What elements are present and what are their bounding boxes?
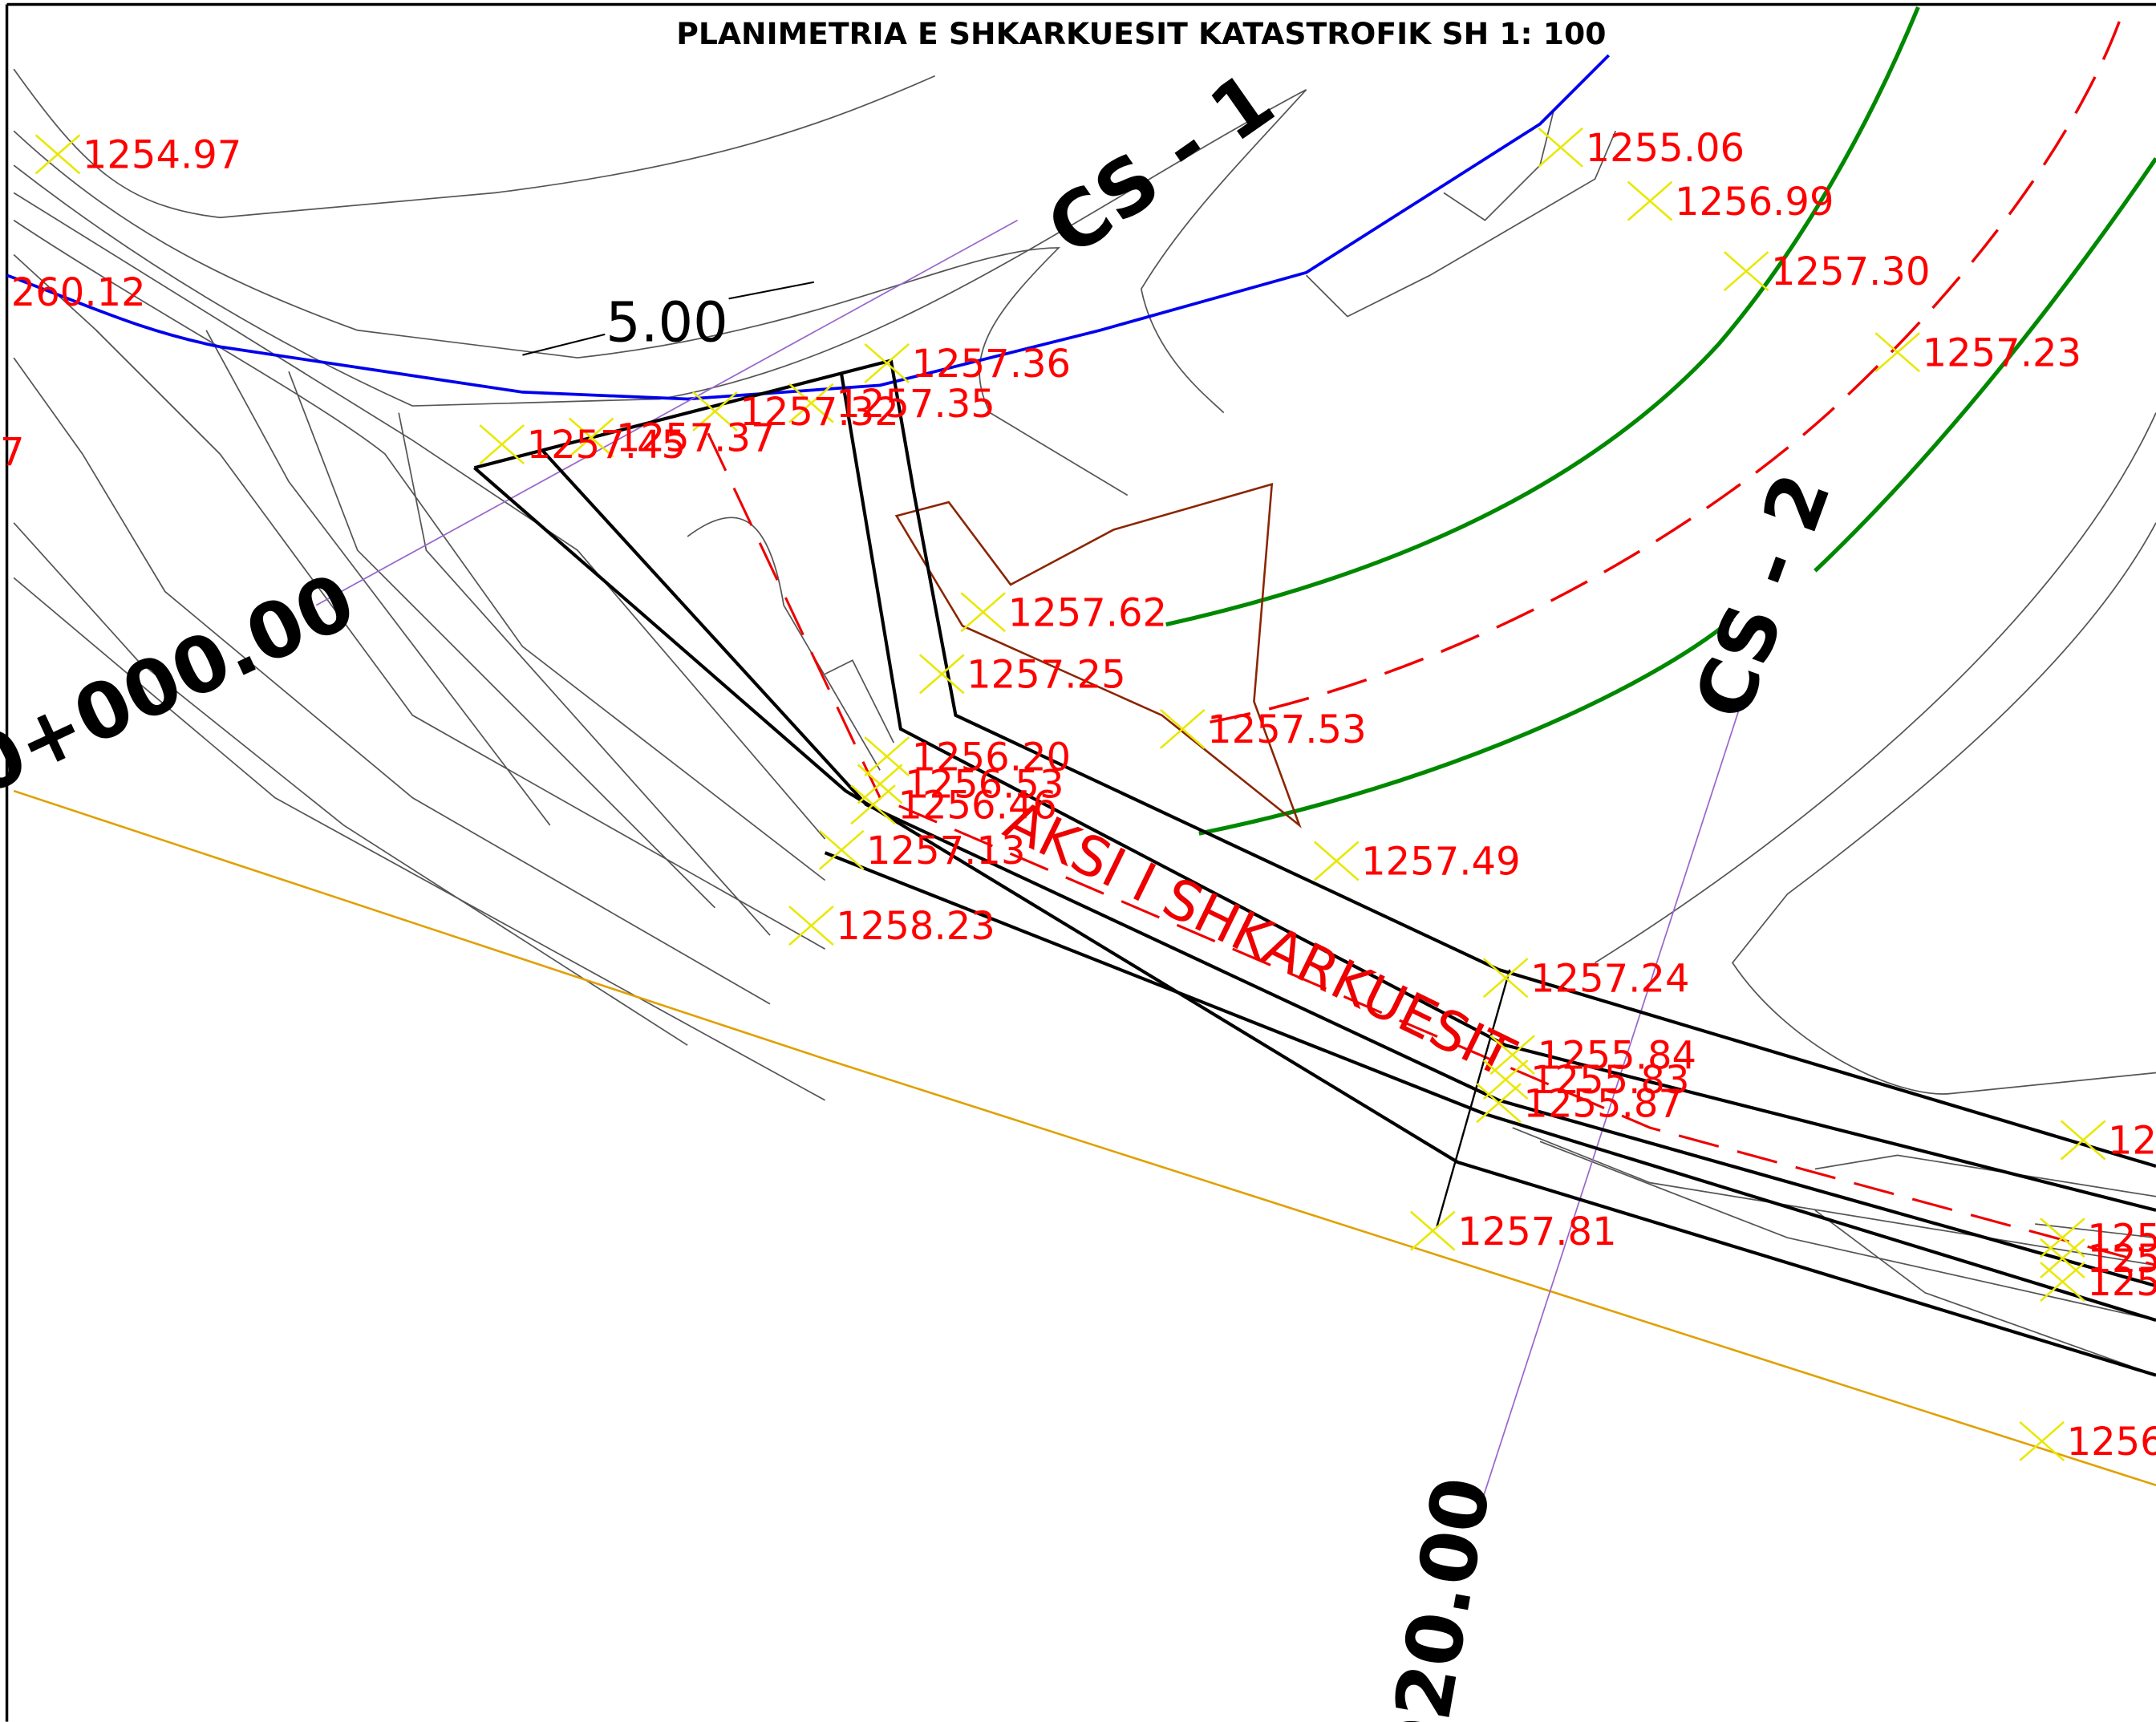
contour	[1305, 110, 1617, 318]
contour	[13, 130, 1129, 496]
stream-line	[6, 54, 1611, 401]
elevation-label: 1255.87	[1523, 1081, 1683, 1126]
section-cut	[1436, 969, 1511, 1227]
elevation-label: 1257.25	[967, 653, 1126, 698]
survey-marker	[818, 829, 865, 870]
contour	[13, 89, 1307, 414]
survey-marker	[1160, 708, 1206, 749]
elevation-label: 1255.84	[1538, 1033, 1696, 1078]
contour	[1595, 412, 2156, 964]
survey-marker	[1482, 958, 1529, 999]
contour	[13, 357, 771, 1005]
elevation-label: 1257.81	[1457, 1209, 1617, 1254]
elevation-label: 1256.99	[1675, 180, 1834, 225]
survey-marker	[1627, 180, 1673, 221]
elevation-label: 7	[0, 430, 25, 475]
elevation-label: 1257.24	[1530, 956, 1690, 1001]
survey-marker	[788, 906, 834, 946]
survey-marker	[960, 592, 1006, 633]
survey-marker	[1410, 1210, 1456, 1251]
elevation-label: 1256.53	[905, 763, 1064, 808]
survey-marker	[692, 391, 738, 432]
elevation-label: 1256.46	[898, 783, 1057, 828]
survey-marker	[1723, 251, 1769, 292]
survey-marker	[2040, 1218, 2085, 1258]
spillway-axis	[707, 432, 2156, 1266]
survey-marker	[2019, 1420, 2065, 1461]
structure-outline	[473, 358, 2156, 1169]
section-line	[1477, 707, 1741, 1513]
road-edge	[13, 789, 2156, 1487]
elevation-label: 12	[2108, 1119, 2156, 1164]
contour	[95, 330, 771, 936]
survey-marker	[850, 784, 896, 825]
survey-marker	[919, 654, 965, 695]
elevation-label: 1256	[2067, 1420, 2156, 1465]
elevation-label: 125	[2087, 1216, 2156, 1261]
dimension-line	[728, 281, 815, 300]
title: PLANIMETRIA E SHKARKUESIT KATASTROFIK SH…	[676, 16, 1606, 51]
contour	[1731, 522, 2156, 1095]
survey-marker	[1482, 1060, 1529, 1100]
elevation-label: 1258.23	[836, 904, 995, 949]
elevation-label: 1257.37	[616, 416, 776, 461]
contour	[13, 192, 826, 840]
survey-marker	[1538, 127, 1583, 168]
survey-marker	[864, 342, 910, 383]
elevation-label: 1257.62	[1008, 590, 1168, 635]
contour	[687, 517, 895, 771]
boundary	[894, 483, 1302, 829]
contours	[13, 68, 2156, 1376]
survey-marker	[2040, 1238, 2085, 1278]
survey-marker	[479, 424, 525, 465]
dimension: 5.00	[522, 281, 815, 356]
elevation-label: 1257.23	[1923, 330, 2081, 375]
survey-marker	[1476, 1083, 1522, 1124]
survey-marker	[864, 736, 910, 777]
elevation-label: 1257.13	[866, 829, 1026, 873]
survey-marker	[1874, 332, 1920, 373]
elevation-label: 125	[2087, 1260, 2156, 1305]
elevation-label: 1257.32	[740, 390, 898, 435]
contour	[13, 219, 826, 881]
section-line	[315, 219, 1018, 606]
survey-marker	[1489, 1035, 1535, 1076]
structure-outline	[541, 450, 2156, 1288]
contour	[13, 522, 688, 1046]
elevation-label: 1255.83	[1530, 1058, 1690, 1103]
survey-marker	[2060, 1120, 2106, 1161]
survey-marker	[34, 134, 81, 175]
survey-marker	[568, 417, 614, 458]
contour	[1512, 1127, 2156, 1376]
dimension-line	[522, 333, 606, 356]
dimension-text: 5.00	[606, 290, 728, 355]
elevation-label: 1257.36	[912, 342, 1072, 387]
survey-marker	[788, 383, 834, 423]
elevation-label: 1257.45	[527, 423, 687, 468]
elevation-label: 1256.20	[912, 735, 1072, 780]
contour	[13, 68, 936, 219]
survey-marker	[1314, 841, 1360, 881]
elevation-label: 1257.30	[1771, 249, 1931, 294]
elevation-label: 1257.35	[836, 382, 995, 427]
elevation-label: 1254.97	[83, 132, 241, 177]
survey-marker	[2040, 1262, 2085, 1303]
elevation-label: 125	[2087, 1237, 2156, 1282]
channel-edge	[1198, 157, 2156, 836]
elevation-points: 1254.97 260.12 1255.06 1256.99 1257.30 1257.2…	[0, 126, 2156, 1465]
elevation-label: 260.12	[11, 270, 146, 315]
structure-outline	[473, 466, 2156, 1377]
channel-axis	[1210, 6, 2126, 724]
structure-outline	[840, 374, 2156, 1212]
elevation-label: 1255.06	[1586, 126, 1745, 171]
elevation-label: 1257.53	[1207, 707, 1367, 752]
channel-edge	[1165, 6, 1920, 627]
elevation-label: 1257.49	[1361, 840, 1521, 885]
